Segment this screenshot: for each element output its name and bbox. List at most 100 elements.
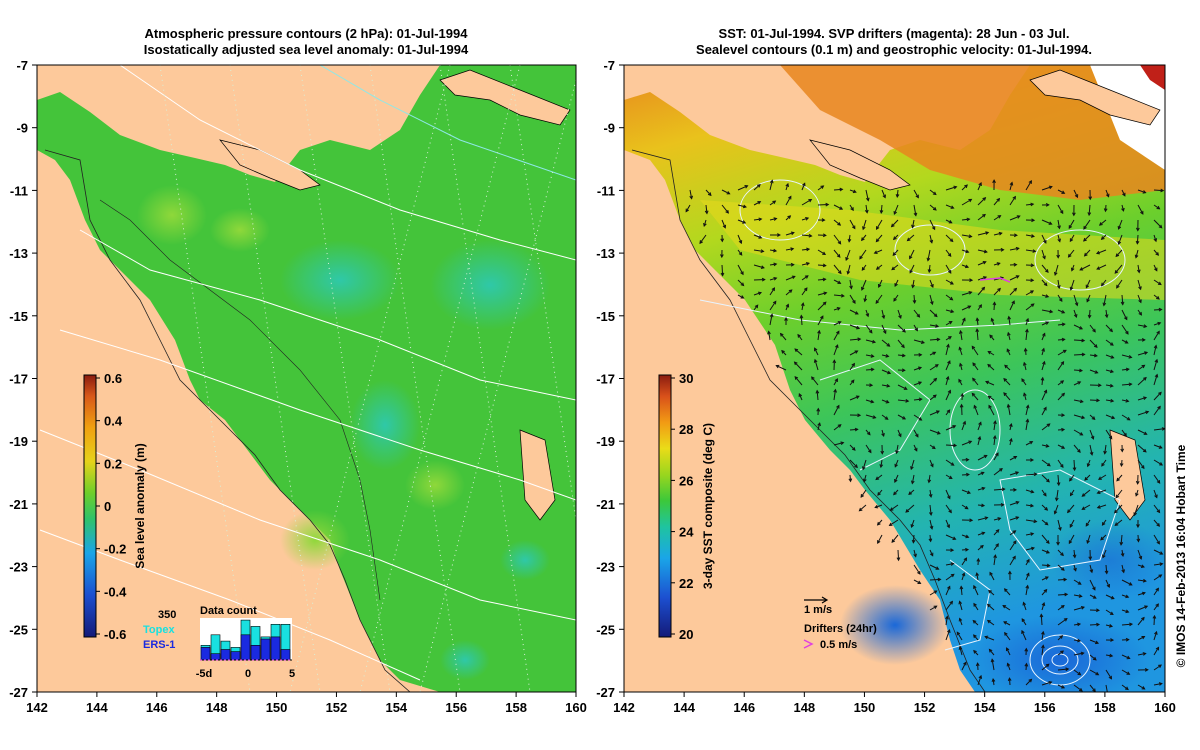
- velocity-arrow: [1068, 534, 1075, 544]
- velocity-arrow: [1153, 489, 1158, 498]
- velocity-arrow: [961, 489, 971, 494]
- velocity-arrow: [976, 329, 979, 341]
- velocity-arrow: [892, 249, 899, 256]
- velocity-arrow: [1041, 309, 1053, 313]
- velocity-arrow: [865, 189, 869, 201]
- velocity-arrow: [945, 534, 956, 540]
- velocity-arrow: [705, 189, 712, 196]
- velocity-arrow: [929, 338, 940, 341]
- velocity-arrow: [833, 389, 836, 401]
- velocity-arrow: [1041, 504, 1048, 511]
- velocity-arrow: [977, 197, 986, 206]
- right-x-tick-label: 150: [854, 700, 876, 715]
- velocity-arrow: [961, 184, 968, 191]
- velocity-arrow: [897, 309, 902, 319]
- left-x-tick-label: 152: [326, 700, 348, 715]
- velocity-arrow: [961, 249, 969, 253]
- velocity-arrow: [1084, 474, 1091, 481]
- velocity-arrow: [1073, 652, 1084, 656]
- velocity-arrow: [1069, 474, 1075, 482]
- velocity-arrow: [865, 414, 876, 419]
- velocity-arrow: [1025, 504, 1034, 507]
- velocity-arrow: [1023, 602, 1027, 611]
- velocity-arrow: [973, 405, 979, 416]
- velocity-arrow: [875, 294, 883, 304]
- velocity-arrow: [833, 188, 843, 191]
- velocity-arrow: [913, 429, 919, 438]
- velocity-arrow: [833, 321, 841, 326]
- velocity-arrow: [1153, 647, 1159, 656]
- velocity-arrow: [1073, 294, 1078, 306]
- velocity-arrow: [959, 363, 963, 371]
- velocity-arrow: [977, 454, 987, 461]
- velocity-arrow: [896, 189, 899, 197]
- velocity-arrow: [1121, 684, 1129, 690]
- velocity-arrow: [875, 474, 883, 480]
- velocity-arrow: [1153, 308, 1162, 311]
- velocity-arrow: [1025, 180, 1032, 191]
- velocity-arrow: [977, 436, 981, 446]
- right-x-tick-label: 156: [1034, 700, 1056, 715]
- velocity-arrow: [1121, 339, 1128, 344]
- velocity-arrow: [1105, 594, 1115, 600]
- velocity-arrow: [945, 519, 950, 528]
- velocity-arrow: [833, 378, 838, 386]
- velocity-arrow: [875, 504, 883, 508]
- velocity-arrow: [913, 444, 918, 452]
- velocity-arrow: [945, 573, 955, 581]
- velocity-arrow: [1089, 669, 1099, 676]
- velocity-arrow: [753, 292, 762, 296]
- velocity-arrow: [993, 421, 996, 431]
- velocity-arrow: [877, 489, 883, 496]
- velocity-arrow: [929, 605, 937, 611]
- velocity-arrow: [1137, 549, 1142, 560]
- right-y-tick-label: -7: [603, 58, 615, 73]
- velocity-arrow: [1105, 189, 1110, 197]
- velocity-arrow: [1135, 249, 1139, 258]
- velocity-arrow: [1084, 249, 1091, 257]
- right-y-tick-label: -11: [597, 183, 615, 198]
- velocity-arrow: [1089, 444, 1093, 455]
- velocity-arrow: [907, 234, 915, 241]
- velocity-arrow: [989, 572, 995, 581]
- velocity-arrow: [1153, 603, 1159, 611]
- velocity-arrow: [721, 219, 726, 228]
- velocity-arrow: [1073, 549, 1076, 558]
- velocity-arrow: [1105, 324, 1113, 332]
- velocity-arrow: [833, 405, 840, 416]
- velocity-arrow: [1041, 186, 1053, 191]
- velocity-arrow: [991, 318, 995, 326]
- velocity-arrow: [1089, 339, 1098, 348]
- velocity-arrow: [976, 318, 979, 326]
- velocity-arrow: [1073, 189, 1078, 198]
- velocity-arrow: [1041, 219, 1052, 225]
- velocity-arrow: [1137, 294, 1142, 303]
- velocity-arrow: [1102, 549, 1107, 558]
- velocity-arrow: [1056, 489, 1059, 501]
- velocity-arrow: [960, 586, 963, 596]
- velocity-arrow: [1057, 459, 1064, 468]
- velocity-arrow: [753, 184, 761, 191]
- velocity-arrow: [891, 264, 899, 271]
- velocity-arrow: [893, 204, 899, 215]
- velocity-arrow: [973, 634, 979, 641]
- velocity-arrow: [993, 543, 999, 551]
- velocity-arrow: [993, 529, 1000, 536]
- velocity-arrow: [817, 185, 824, 191]
- velocity-arrow: [1002, 605, 1011, 611]
- velocity-arrow: [1003, 378, 1011, 386]
- velocity-arrow: [1041, 279, 1048, 286]
- velocity-arrow: [1041, 348, 1045, 356]
- velocity-arrow: [945, 344, 949, 356]
- velocity-arrow: [945, 616, 948, 626]
- velocity-arrow: [897, 549, 900, 561]
- velocity-arrow: [988, 405, 995, 416]
- velocity-arrow: [833, 344, 839, 356]
- velocity-arrow: [1153, 474, 1161, 484]
- velocity-arrow: [817, 264, 826, 267]
- velocity-arrow: [993, 232, 1002, 236]
- left-colorbar-tick: 0.6: [104, 371, 122, 386]
- velocity-arrow: [1041, 264, 1049, 273]
- velocity-arrow: [849, 338, 861, 341]
- velocity-arrow: [1054, 264, 1059, 276]
